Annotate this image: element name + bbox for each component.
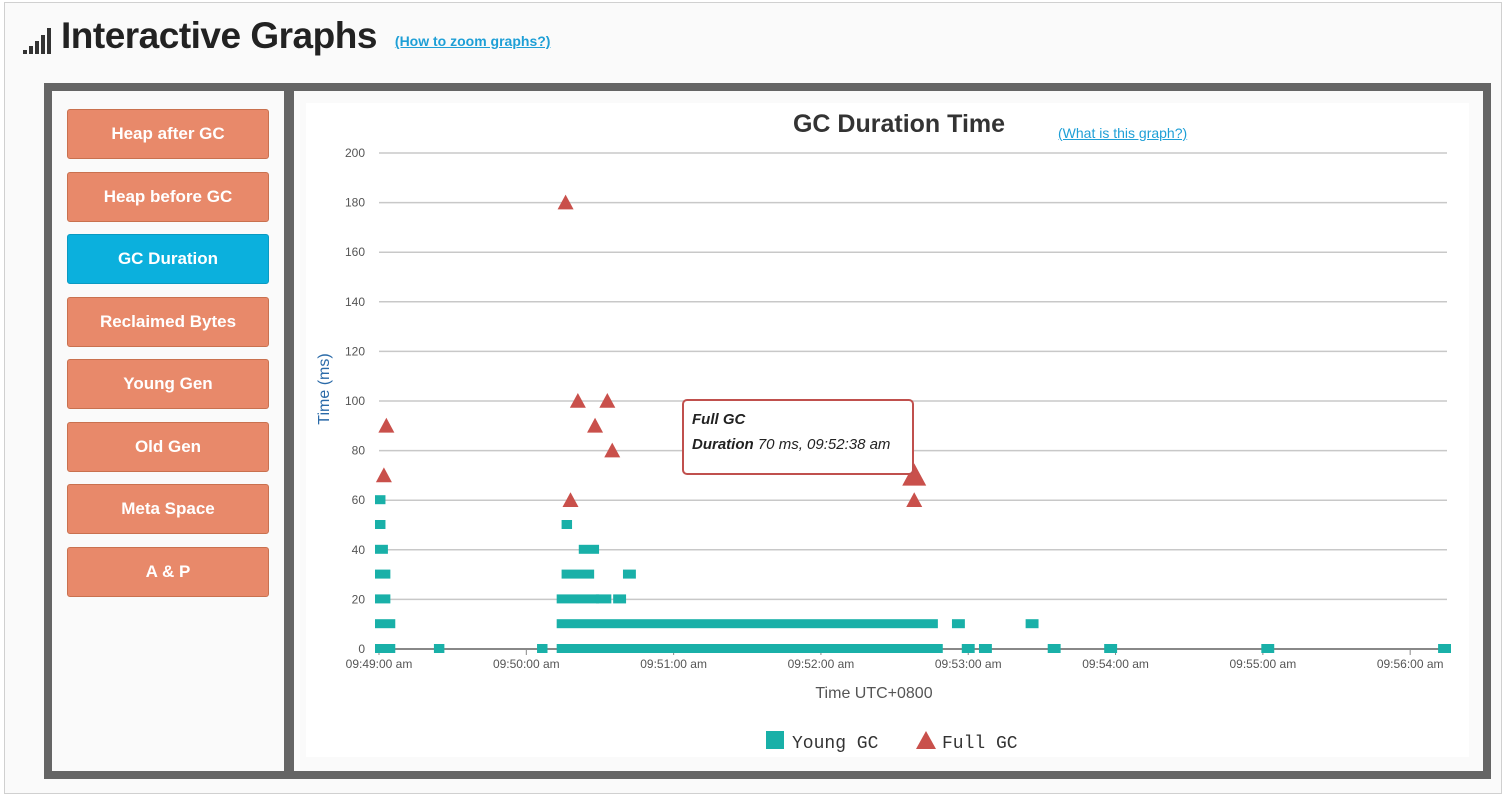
- grid-lines: [379, 152, 1447, 650]
- chart-tooltip: Full GC Duration 70 ms, 09:52:38 am: [682, 399, 914, 475]
- old-gen-button[interactable]: Old Gen: [67, 422, 269, 472]
- y-axis-ticks: 0 20 40 60 80 100 120 140 160 180 200: [345, 146, 365, 656]
- young-gc-point[interactable]: [1025, 619, 1039, 629]
- young-gc-point[interactable]: [375, 644, 396, 653]
- gc-duration-button[interactable]: GC Duration: [67, 234, 269, 284]
- young-gc-point[interactable]: [561, 520, 573, 529]
- young-gc-point[interactable]: [556, 644, 943, 653]
- y-tick-label: 40: [352, 543, 366, 557]
- chart-legend: Young GC Full GC: [766, 731, 1018, 754]
- reclaimed-bytes-button[interactable]: Reclaimed Bytes: [67, 297, 269, 347]
- x-tick-label: 09:51:00 am: [640, 657, 707, 671]
- heap-before-gc-button[interactable]: Heap before GC: [67, 172, 269, 222]
- young-gc-point[interactable]: [556, 594, 600, 604]
- young-gc-point[interactable]: [622, 569, 636, 579]
- y-tick-label: 80: [352, 444, 366, 458]
- signal-bars-icon: [23, 24, 53, 54]
- young-gc-point[interactable]: [375, 569, 391, 579]
- young-gc-point[interactable]: [951, 619, 965, 629]
- full-gc-point[interactable]: [587, 417, 604, 433]
- young-gc-point[interactable]: [375, 495, 386, 505]
- young-gc-point[interactable]: [375, 520, 386, 529]
- page-container: Interactive Graphs (How to zoom graphs?)…: [4, 2, 1502, 794]
- x-tick-label: 09:53:00 am: [935, 657, 1002, 671]
- y-tick-label: 120: [345, 344, 365, 358]
- young-gc-point[interactable]: [961, 644, 975, 653]
- y-axis-label: Time (ms): [316, 353, 333, 424]
- chart-area: GC Duration Time 0 20 40 60 80 100 120 140 160 18…: [306, 103, 1469, 757]
- x-axis-label: Time UTC+0800: [815, 685, 932, 702]
- young-gc-point[interactable]: [595, 594, 612, 604]
- chart-title: GC Duration Time: [793, 110, 1005, 138]
- young-gc-point[interactable]: [561, 569, 595, 579]
- page-title: Interactive Graphs: [61, 15, 377, 56]
- y-tick-label: 200: [345, 146, 365, 160]
- gc-duration-chart[interactable]: GC Duration Time 0 20 40 60 80 100 120 140 160 18…: [306, 103, 1469, 757]
- zoom-help-link[interactable]: (How to zoom graphs?): [394, 33, 551, 49]
- tooltip-label: Duration: [692, 436, 754, 453]
- x-tick-label: 09:54:00 am: [1082, 657, 1149, 671]
- x-tick-label: 09:52:00 am: [788, 657, 855, 671]
- y-tick-label: 140: [345, 295, 365, 309]
- full-gc-point[interactable]: [375, 467, 392, 483]
- young-gc-point[interactable]: [537, 644, 548, 653]
- young-gc-point[interactable]: [375, 594, 391, 604]
- y-tick-label: 100: [345, 394, 365, 408]
- tooltip-title: Full GC: [692, 411, 746, 428]
- young-gc-point[interactable]: [433, 644, 445, 653]
- what-is-this-graph-link[interactable]: (What is this graph?): [1058, 125, 1188, 141]
- page-header: Interactive Graphs (How to zoom graphs?): [23, 13, 550, 59]
- young-gc-point[interactable]: [1047, 644, 1061, 653]
- young-gc-point[interactable]: [1104, 644, 1118, 653]
- young-gc-point[interactable]: [613, 594, 627, 604]
- young-gc-point[interactable]: [978, 644, 992, 653]
- full-gc-point[interactable]: [902, 463, 927, 486]
- full-gc-point[interactable]: [378, 417, 395, 433]
- young-gen-button[interactable]: Young Gen: [67, 359, 269, 409]
- x-axis-ticks: 09:49:00 am 09:50:00 am 09:51:00 am 09:52:0…: [346, 649, 1444, 671]
- young-gc-point[interactable]: [556, 619, 938, 629]
- full-gc-point[interactable]: [599, 393, 616, 408]
- y-tick-label: 160: [345, 245, 365, 259]
- graph-panel: GC Duration Time 0 20 40 60 80 100 120 140 160 18…: [294, 91, 1483, 771]
- young-gc-point[interactable]: [578, 544, 600, 554]
- young-gc-legend-label: Young GC: [792, 734, 879, 754]
- young-gc-legend-swatch: [766, 731, 784, 749]
- full-gc-point[interactable]: [604, 442, 621, 458]
- young-gc-series: [375, 495, 1451, 653]
- young-gc-point[interactable]: [375, 619, 396, 629]
- heap-after-gc-button[interactable]: Heap after GC: [67, 109, 269, 159]
- meta-space-button[interactable]: Meta Space: [67, 484, 269, 534]
- x-tick-label: 09:49:00 am: [346, 657, 413, 671]
- graph-sidebar: Heap after GC Heap before GC GC Duration…: [52, 91, 284, 771]
- y-tick-label: 180: [345, 196, 365, 210]
- full-gc-point[interactable]: [562, 492, 579, 507]
- a-and-p-button[interactable]: A & P: [67, 547, 269, 597]
- full-gc-point[interactable]: [906, 492, 923, 507]
- graph-frame: Heap after GC Heap before GC GC Duration…: [44, 83, 1491, 779]
- x-tick-label: 09:50:00 am: [493, 657, 560, 671]
- x-tick-label: 09:56:00 am: [1377, 657, 1444, 671]
- tooltip-value: 70 ms, 09:52:38 am: [757, 436, 891, 453]
- full-gc-point[interactable]: [557, 194, 574, 210]
- full-gc-legend-label: Full GC: [942, 734, 1018, 754]
- y-tick-label: 0: [358, 642, 365, 656]
- full-gc-series: [375, 194, 927, 507]
- y-tick-label: 20: [352, 592, 366, 606]
- young-gc-point[interactable]: [375, 544, 388, 554]
- x-tick-label: 09:55:00 am: [1230, 657, 1297, 671]
- young-gc-point[interactable]: [1438, 644, 1451, 653]
- full-gc-legend-swatch: [916, 731, 936, 749]
- young-gc-point[interactable]: [1261, 644, 1275, 653]
- y-tick-label: 60: [352, 493, 366, 507]
- full-gc-point[interactable]: [569, 393, 586, 408]
